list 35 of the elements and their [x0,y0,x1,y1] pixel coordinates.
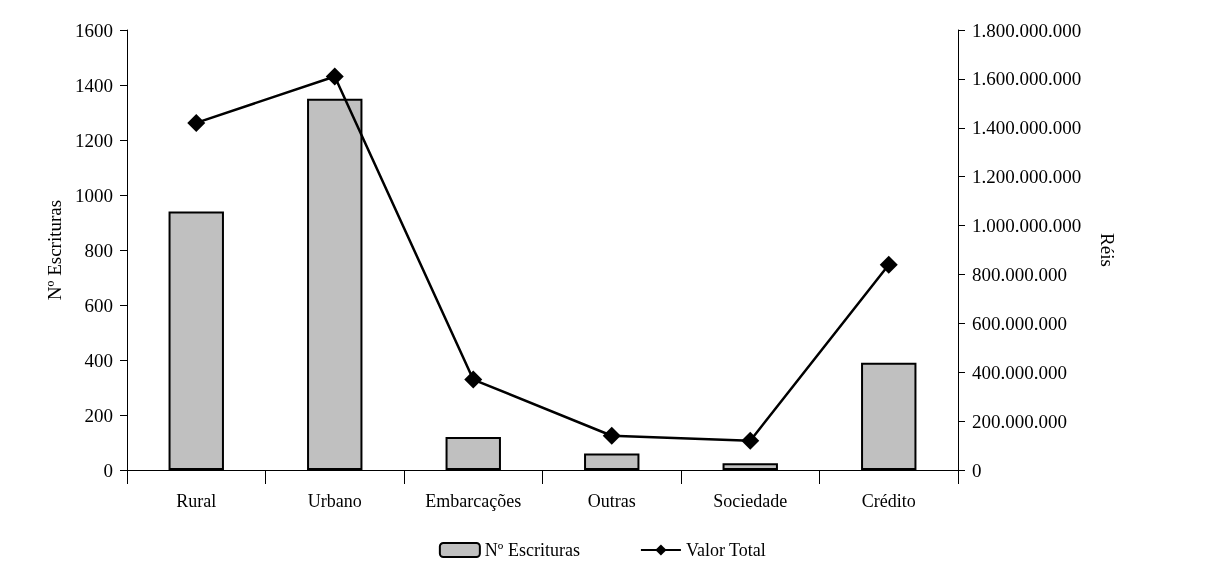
y2-tick-label: 200.000.000 [972,410,1067,432]
point [325,67,344,86]
y-tick-label: 400 [84,349,113,371]
y2-tick-label: 1.800.000.000 [972,19,1082,41]
y2-tick-label: 1.000.000.000 [972,215,1082,237]
x-tick-label: Embarcações [425,491,522,511]
y2-tick-label: 600.000.000 [972,312,1067,334]
point [464,370,483,389]
x-tick-label: Sociedade [713,491,788,511]
y-tick-label: 1600 [75,19,113,41]
point [879,255,898,274]
y-axis-title: Nº Escrituras [44,199,66,301]
point [602,426,621,445]
y2-tick-label: 1.200.000.000 [972,166,1082,188]
y-tick-label: 0 [103,459,113,481]
y-tick-label: 1400 [75,74,113,96]
y-tick-label: 800 [84,239,113,261]
x-tick-label: Crédito [861,491,916,511]
y2-tick-label: 800.000.000 [972,263,1067,285]
y-tick-label: 600 [84,294,113,316]
y-tick-label: 1200 [75,129,113,151]
legend-label: Valor Total [685,540,766,560]
y-tick-label: 1000 [75,184,113,206]
y-tick-label: 200 [84,404,113,426]
point [187,113,206,132]
legend-label: Nº Escrituras [484,540,580,560]
y2-tick-label: 0 [972,459,982,481]
x-tick-label: Outras [587,491,636,511]
y2-axis-title: Réis [1097,233,1118,267]
point [741,431,760,450]
y2-tick-label: 1.400.000.000 [972,117,1082,139]
x-tick-label: Urbano [307,491,362,511]
x-tick-label: Rural [176,491,217,511]
y2-tick-label: 400.000.000 [972,361,1067,383]
y2-tick-label: 1.600.000.000 [972,68,1082,90]
